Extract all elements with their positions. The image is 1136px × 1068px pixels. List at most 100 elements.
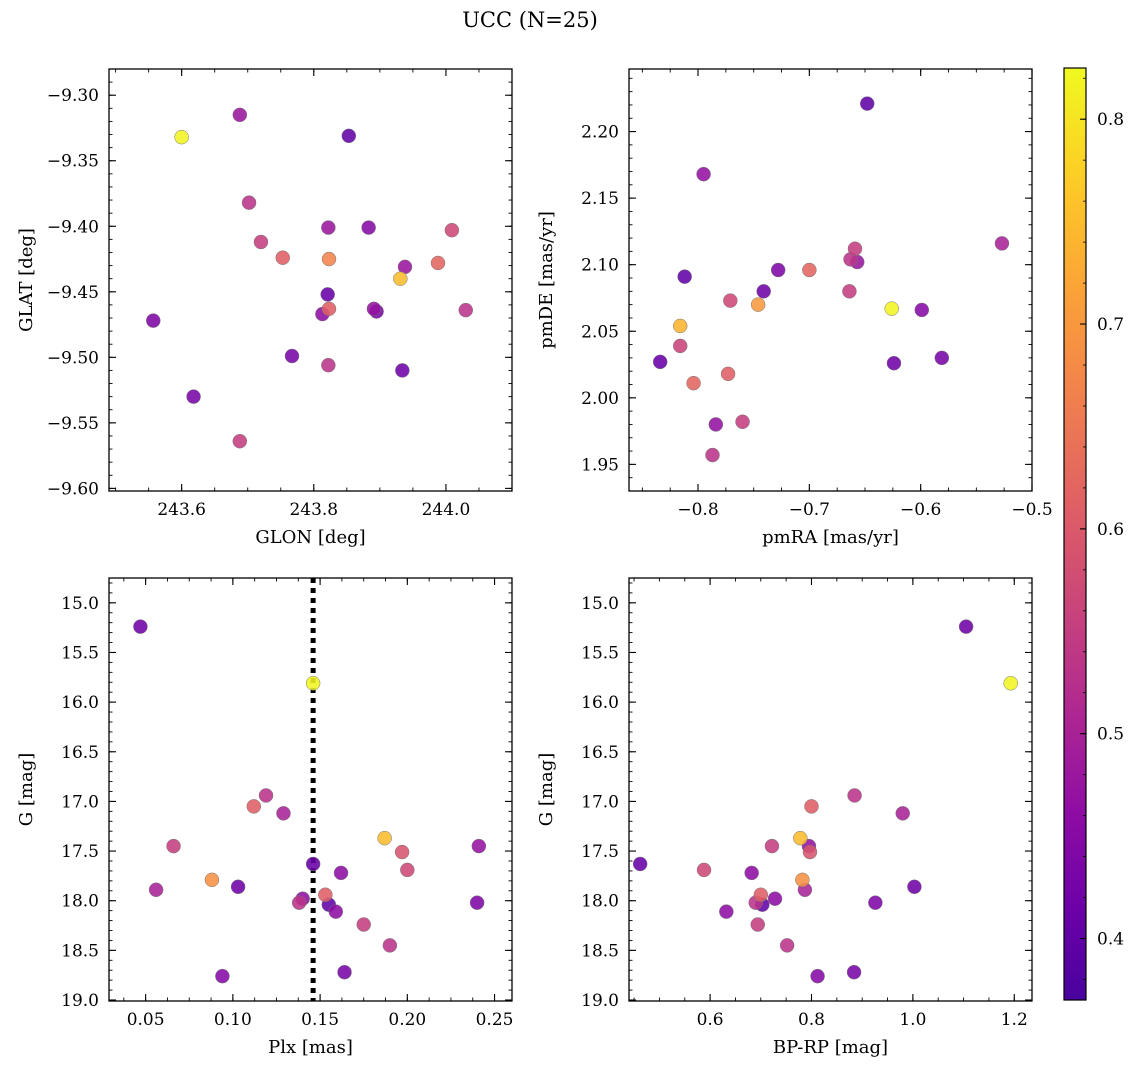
x-tick-label: 244.0 (422, 500, 471, 520)
scatter-point (458, 302, 474, 318)
y-tick-label: −9.55 (47, 414, 99, 434)
scatter-point (148, 882, 164, 898)
x-tick-label: 1.0 (899, 1010, 926, 1030)
y-tick-label: −9.50 (47, 348, 99, 368)
scatter-point (696, 166, 711, 182)
scatter-point (868, 895, 883, 910)
y-tick-label: −9.60 (47, 479, 99, 499)
scatter-point (677, 269, 692, 284)
scatter-point (994, 236, 1010, 251)
x-axis-label: BP-RP [mag] (773, 1037, 888, 1058)
panel-plx-g: 0.05 0.10 0.15 0.20 0.25 15.0 15.5 16.0 16.5 17.0… (16, 577, 513, 1058)
scatter-point (174, 129, 189, 145)
scatter-point (232, 433, 248, 449)
scatter-point (400, 862, 415, 878)
ticks: 243.6 243.8 244.0 −9.60 −9.55 −9.50 −9.45 −9.40… (47, 68, 513, 520)
scatter-point (802, 262, 817, 278)
scatter-point (907, 879, 922, 895)
x-tick-label: 0.20 (388, 1010, 426, 1030)
scatter-point (804, 799, 819, 814)
scatter-point (284, 348, 300, 364)
scatter-point (276, 806, 291, 821)
ticks: 0.05 0.10 0.15 0.20 0.25 15.0 15.5 16.0 16.5 17.0… (61, 578, 513, 1030)
scatter-point (230, 879, 246, 895)
panels: 243.6 243.8 244.0 −9.60 −9.55 −9.50 −9.45 −9.40… (16, 68, 1053, 1058)
y-tick-label: −9.40 (47, 217, 99, 237)
y-tick-label: 16.5 (61, 743, 99, 763)
y-tick-label: 15.0 (61, 594, 99, 614)
scatter-point (770, 262, 786, 278)
scatter-point (753, 887, 769, 903)
scatter-point (430, 255, 446, 271)
scatter-point (320, 287, 335, 302)
scatter-point (356, 917, 371, 932)
ticks: −0.8 −0.7 −0.6 −0.5 1.95 2.00 2.05 2.10 2.15 2.20 (581, 69, 1053, 520)
colorbar-tick-label: 0.5 (1097, 725, 1124, 745)
scatter-point (672, 338, 688, 354)
x-tick-label: 0.05 (127, 1010, 165, 1030)
y-tick-label: 16.5 (581, 743, 619, 763)
scatter-point (686, 375, 701, 391)
scatter-point (779, 938, 795, 953)
scatter-point (708, 417, 724, 432)
y-tick-label: 17.5 (581, 842, 619, 862)
scatter-point (333, 865, 349, 881)
x-tick-label: 0.6 (697, 1010, 724, 1030)
y-axis-label: G [mag] (16, 753, 37, 826)
scatter-point (652, 354, 668, 370)
scatter-point (321, 251, 337, 267)
x-tick-label: 243.8 (289, 500, 338, 520)
y-tick-label: 17.5 (61, 842, 99, 862)
y-tick-label: 18.5 (61, 941, 99, 961)
colorbar-tick-label: 0.7 (1097, 315, 1124, 335)
scatter-point (246, 799, 262, 814)
scatter-point (847, 788, 862, 803)
scatter-point (735, 414, 750, 430)
scatter-point (253, 234, 269, 250)
scatter-point (795, 872, 810, 888)
scatter-point (720, 366, 736, 382)
scatter-point (305, 676, 321, 691)
y-tick-label: 2.20 (581, 123, 619, 143)
axes-frame (628, 68, 1033, 492)
y-tick-label: −9.35 (47, 152, 99, 172)
x-tick-label: −0.8 (677, 500, 718, 520)
scatter-point (723, 293, 738, 308)
scatter-points (133, 619, 487, 984)
y-tick-label: 16.0 (61, 693, 99, 713)
scatter-point (767, 891, 783, 906)
scatter-point (232, 107, 248, 123)
scatter-point (328, 904, 344, 919)
scatter-points (632, 619, 1018, 984)
scatter-point (337, 964, 352, 980)
scatter-point (469, 895, 485, 910)
scatter-point (444, 222, 460, 238)
scatter-point (204, 872, 220, 888)
scatter-point (914, 302, 930, 318)
y-tick-label: 15.0 (581, 594, 619, 614)
scatter-point (750, 297, 766, 312)
scatter-point (186, 389, 201, 404)
colorbar-tick-label: 0.4 (1097, 930, 1124, 950)
y-tick-label: 19.0 (61, 991, 99, 1011)
ticks: 0.6 0.8 1.0 1.2 15.0 15.5 16.0 16.5 17.0 17.5 18.0… (581, 578, 1032, 1030)
panel-bprp-g: 0.6 0.8 1.0 1.2 15.0 15.5 16.0 16.5 17.0 17.5 18.0… (536, 577, 1033, 1058)
scatter-point (395, 363, 410, 378)
colorbar-tick-label: 0.8 (1097, 110, 1124, 130)
x-axis-label: pmRA [mas/yr] (762, 527, 899, 548)
y-tick-label: 17.0 (61, 792, 99, 812)
scatter-point (361, 220, 376, 235)
scatter-point (884, 301, 899, 316)
y-tick-label: 2.05 (581, 322, 619, 342)
scatter-point (291, 895, 307, 910)
y-axis-label: G [mag] (536, 753, 557, 826)
scatter-point (1003, 676, 1018, 691)
scatter-point (802, 844, 818, 860)
x-tick-label: 243.6 (157, 500, 206, 520)
scatter-point (756, 284, 771, 299)
scatter-point (847, 241, 863, 256)
scatter-point (215, 968, 230, 984)
y-tick-label: 18.5 (581, 941, 619, 961)
scatter-points (652, 96, 1010, 463)
